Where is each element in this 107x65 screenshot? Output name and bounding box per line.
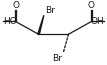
Text: Br: Br <box>45 6 55 15</box>
Text: Br: Br <box>52 54 62 64</box>
Polygon shape <box>38 15 44 34</box>
Text: O: O <box>13 1 20 10</box>
Text: HO: HO <box>3 17 17 26</box>
Text: O: O <box>87 1 94 10</box>
Text: OH: OH <box>90 17 104 26</box>
